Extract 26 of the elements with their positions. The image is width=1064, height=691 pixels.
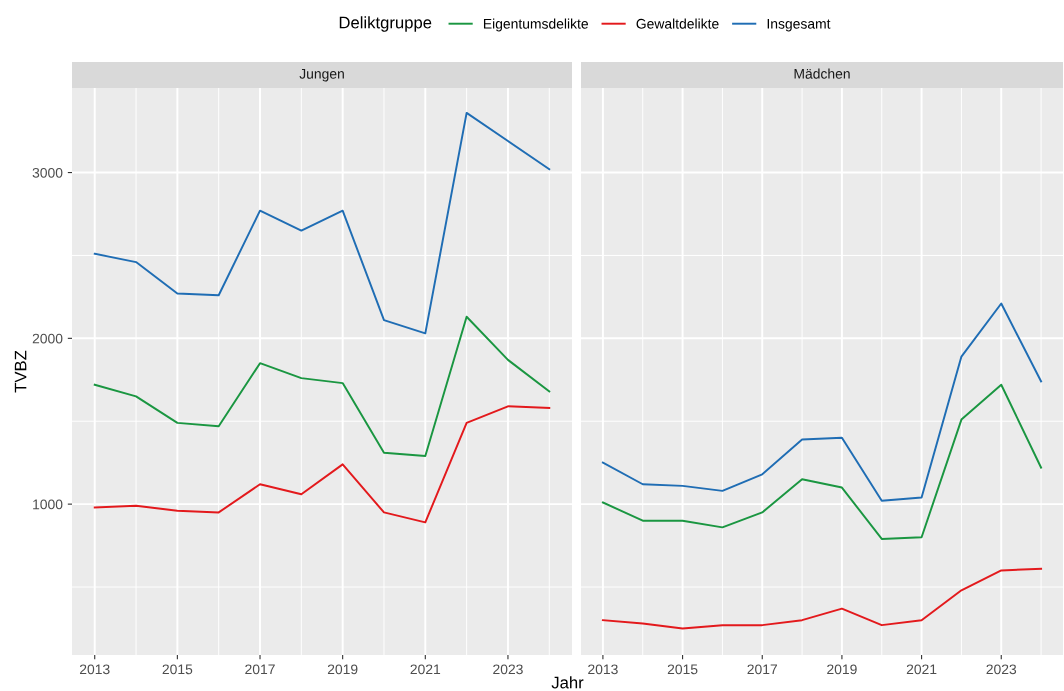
y-tick-label: 1000 [33,499,63,510]
line-series [93,111,551,335]
legend-title: Deliktgruppe [339,16,432,32]
x-tick-label: 2023 [986,664,1017,675]
line-series [93,315,551,458]
x-tick-label: 2015 [667,664,698,675]
x-tick-label: 2017 [245,664,275,675]
x-tick-label: 2013 [588,664,618,675]
x-tick-label: 2021 [906,664,937,675]
legend-label: Gewaltdelikte [636,18,719,29]
legend-label: Eigentumsdelikte [483,18,588,32]
x-tick-label: 2015 [162,664,193,675]
x-axis-title: Jahr [551,676,584,689]
chart-title: Mädchen [794,68,850,79]
y-axis-title: TVBZ [14,350,27,393]
x-tick-label: 2017 [747,664,777,675]
x-tick-label: 2023 [493,664,523,675]
chart-title: Jungen [299,69,344,82]
x-tick-label: 2019 [327,664,358,675]
line-series [93,405,551,524]
y-tick-label: 2000 [32,333,63,344]
x-tick-label: 2019 [827,664,857,675]
y-tick-label: 3000 [32,167,63,178]
x-tick-label: 2013 [79,664,110,675]
x-tick-label: 2021 [410,664,441,675]
legend-label: Insgesamt [767,19,831,32]
